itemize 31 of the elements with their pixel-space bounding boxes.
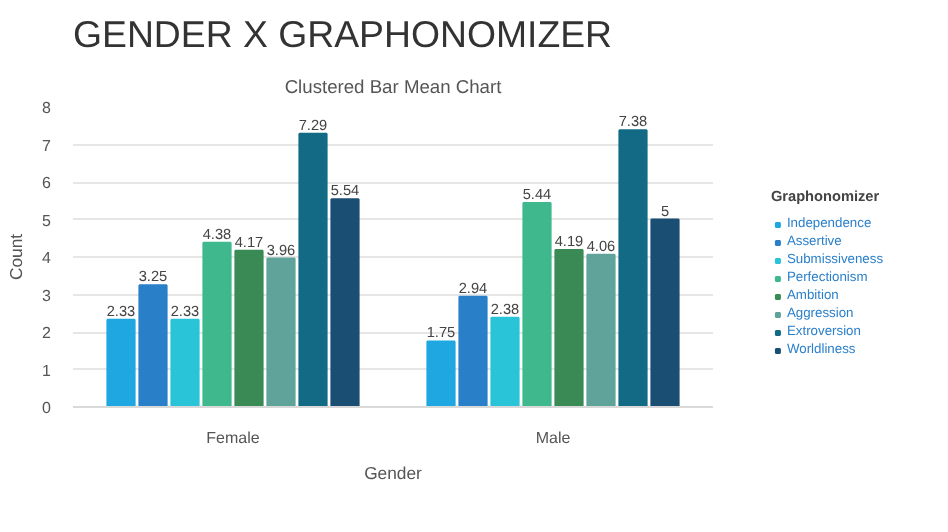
bar xyxy=(330,198,360,407)
y-tick-label: 2 xyxy=(42,324,53,342)
bar xyxy=(106,318,136,407)
chart-subtitle: Clustered Bar Mean Chart xyxy=(284,77,503,97)
bar xyxy=(554,248,584,407)
bar xyxy=(138,284,168,407)
bar xyxy=(490,316,520,407)
x-tick-label: Female xyxy=(206,429,261,447)
y-tick-label: 5 xyxy=(42,211,53,230)
y-tick-label: 1 xyxy=(42,361,53,380)
bar xyxy=(522,202,552,407)
x-axis-title: Gender xyxy=(364,463,423,483)
y-tick-label: 8 xyxy=(42,99,53,117)
y-tick-label: 4 xyxy=(42,249,53,267)
bar xyxy=(266,257,296,407)
y-tick-label: 3 xyxy=(42,286,53,305)
x-tick-label: Male xyxy=(535,429,572,447)
bar xyxy=(586,253,616,407)
y-axis-title: Count xyxy=(6,232,27,281)
y-tick-label: 7 xyxy=(42,136,53,155)
y-tick-label: 6 xyxy=(42,174,53,192)
y-tick-label: 0 xyxy=(42,399,53,417)
bar xyxy=(202,241,232,407)
bar xyxy=(650,218,680,407)
bar xyxy=(458,295,488,407)
bar xyxy=(426,340,456,407)
bar xyxy=(298,132,328,407)
bar xyxy=(618,129,648,407)
bar xyxy=(234,249,264,407)
chart-title: GENDER X GRAPHONOMIZER xyxy=(73,13,613,55)
bar xyxy=(170,318,200,407)
